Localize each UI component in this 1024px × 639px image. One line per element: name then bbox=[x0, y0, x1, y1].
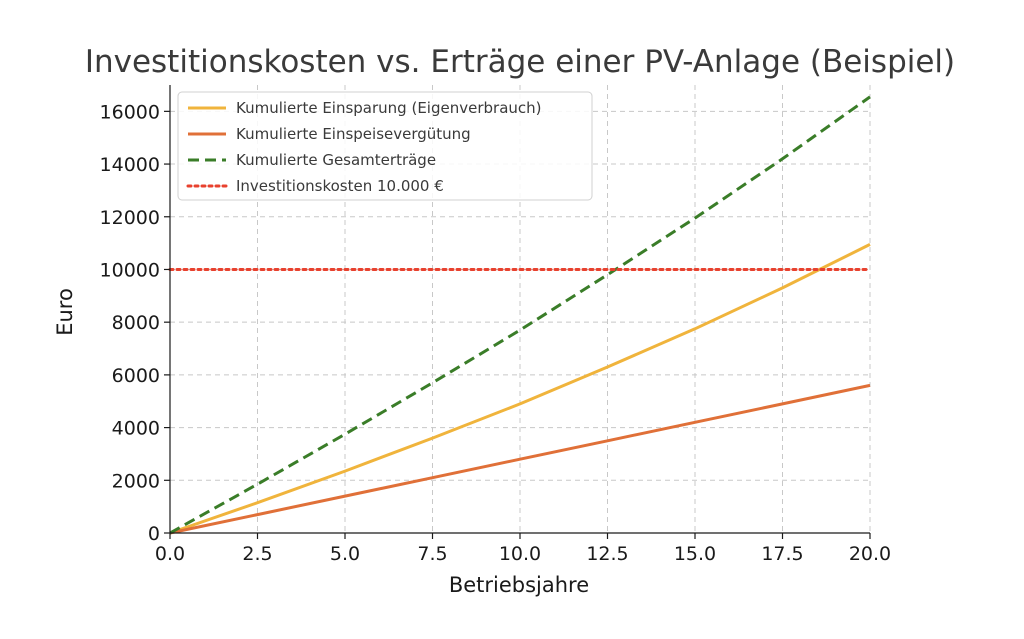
legend-entry-1: Kumulierte Einsparung (Eigenverbrauch) bbox=[236, 99, 542, 117]
series-lines bbox=[168, 95, 872, 535]
axes bbox=[164, 85, 871, 539]
legend: Kumulierte Einsparung (Eigenverbrauch) Ku… bbox=[177, 91, 593, 201]
x-tick-label: 17.5 bbox=[761, 543, 803, 565]
y-tick-label: 8000 bbox=[112, 312, 160, 334]
x-tick-label: 15.0 bbox=[674, 543, 716, 565]
x-tick-label: 12.5 bbox=[586, 543, 628, 565]
legend-box bbox=[177, 91, 593, 201]
x-axis-label: Betriebsjahre bbox=[449, 573, 589, 597]
legend-entry-4: Investitionskosten 10.000 € bbox=[236, 177, 444, 195]
y-tick-label: 16000 bbox=[100, 101, 160, 123]
y-tick-label: 2000 bbox=[112, 470, 160, 492]
x-tick-label: 5.0 bbox=[330, 543, 360, 565]
y-tick-label: 0 bbox=[148, 523, 160, 545]
x-tick-label: 7.5 bbox=[417, 543, 447, 565]
x-tick-label: 20.0 bbox=[849, 543, 891, 565]
y-tick-label: 6000 bbox=[112, 365, 160, 387]
x-tick-labels: 0.0 2.5 5.0 7.5 10.0 12.5 15.0 17.5 20.0 bbox=[155, 543, 891, 565]
y-tick-label: 12000 bbox=[100, 207, 160, 229]
legend-entry-3: Kumulierte Gesamterträge bbox=[236, 151, 436, 169]
y-tick-labels: 0 2000 4000 6000 8000 10000 12000 14000 16000 bbox=[100, 101, 160, 545]
chart-title: Investitionskosten vs. Erträge einer PV-… bbox=[85, 44, 955, 80]
series-line-2 bbox=[169, 383, 871, 535]
legend-entry-2: Kumulierte Einspeisevergütung bbox=[236, 125, 471, 143]
series-line-1 bbox=[169, 243, 871, 535]
x-tick-label: 2.5 bbox=[242, 543, 272, 565]
x-tick-label: 10.0 bbox=[499, 543, 541, 565]
series-line-3 bbox=[169, 95, 871, 535]
y-tick-label: 14000 bbox=[100, 154, 160, 176]
y-tick-label: 10000 bbox=[100, 259, 160, 281]
x-tick-label: 0.0 bbox=[155, 543, 185, 565]
y-axis-label: Euro bbox=[53, 288, 77, 336]
y-tick-label: 4000 bbox=[112, 418, 160, 440]
